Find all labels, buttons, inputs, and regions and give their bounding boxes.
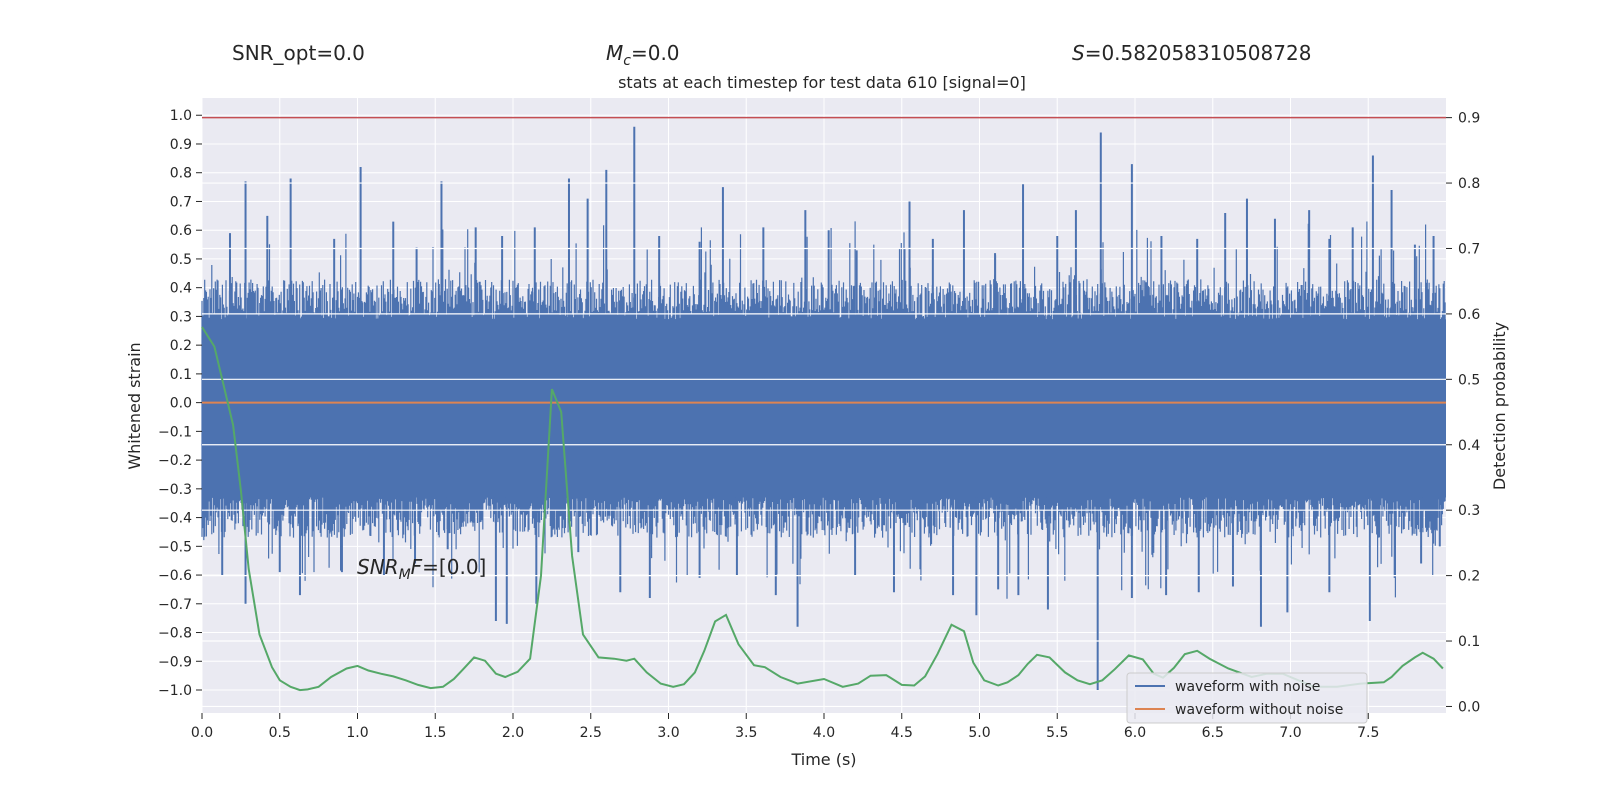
x-tick-label: 7.0: [1279, 725, 1301, 741]
chirp-mass-subscript: c: [623, 53, 631, 69]
left-tick-label: 0.2: [170, 338, 192, 354]
right-tick-label: 0.7: [1458, 241, 1480, 257]
snr-mf-annotation: SNRMF=[0.0]: [357, 555, 486, 583]
x-tick-label: 7.5: [1357, 725, 1379, 741]
legend-label-noise: waveform with noise: [1175, 679, 1320, 695]
x-tick-label: 6.5: [1202, 725, 1224, 741]
right-tick-label: 0.2: [1458, 569, 1480, 585]
left-axis-label: Whitened strain: [125, 342, 144, 469]
snr-mf-symbol-f: F: [411, 555, 423, 579]
chart-title: stats at each timestep for test data 610…: [618, 73, 1026, 92]
x-tick-label: 5.0: [968, 725, 990, 741]
right-tick-label: 0.0: [1458, 699, 1480, 715]
legend: waveform with noise waveform without noi…: [1126, 672, 1368, 724]
left-tick-label: 0.1: [170, 367, 192, 383]
x-tick-label: 1.0: [346, 725, 368, 741]
x-tick-label: 2.5: [580, 725, 602, 741]
left-tick-label: −1.0: [158, 683, 192, 699]
right-tick-label: 0.5: [1458, 372, 1480, 388]
chirp-mass-value: =0.0: [631, 41, 680, 65]
left-tick-label: 0.7: [170, 194, 192, 210]
snr-mf-symbol: SNR: [357, 555, 399, 579]
x-tick-label: 3.5: [735, 725, 757, 741]
chirp-mass-label: Mc=0.0: [606, 41, 680, 69]
right-tick-label: 0.4: [1458, 438, 1480, 454]
x-tick-label: 2.0: [502, 725, 524, 741]
right-tick-label: 0.9: [1458, 111, 1480, 127]
score-symbol: S: [1072, 41, 1085, 65]
x-tick-label: 0.0: [191, 725, 213, 741]
left-tick-label: 0.3: [170, 309, 192, 325]
noise-core: [202, 319, 1446, 498]
left-tick-label: −0.8: [158, 626, 192, 642]
left-tick-label: −0.7: [158, 597, 192, 613]
left-tick-label: −0.9: [158, 654, 192, 670]
legend-label-clean: waveform without noise: [1175, 702, 1343, 718]
right-tick-label: 0.3: [1458, 503, 1480, 519]
left-tick-label: 0.4: [170, 281, 192, 297]
snr-opt-label: SNR_opt=0.0: [232, 41, 365, 65]
left-tick-label: −0.5: [158, 539, 192, 555]
chirp-mass-symbol: M: [606, 41, 623, 65]
right-tick-label: 0.8: [1458, 176, 1480, 192]
x-tick-label: 4.5: [891, 725, 913, 741]
left-tick-label: −0.3: [158, 482, 192, 498]
snr-mf-value: =[0.0]: [422, 555, 486, 579]
x-tick-label: 6.0: [1124, 725, 1146, 741]
left-tick-label: −0.4: [158, 511, 192, 527]
left-tick-label: 1.0: [170, 108, 192, 124]
detection-probability-series: [201, 326, 1444, 692]
right-tick-label: 0.6: [1458, 307, 1480, 323]
x-tick-label: 3.0: [657, 725, 679, 741]
left-tick-label: 0.5: [170, 252, 192, 268]
right-tick-label: 0.1: [1458, 634, 1480, 650]
left-tick-label: 0.0: [170, 396, 192, 412]
score-label: S=0.582058310508728: [1072, 41, 1311, 65]
left-tick-label: −0.2: [158, 453, 192, 469]
left-tick-label: 0.9: [170, 137, 192, 153]
right-axis-label: Detection probability: [1490, 322, 1509, 490]
x-tick-label: 4.0: [813, 725, 835, 741]
x-axis-label: Time (s): [790, 750, 856, 769]
left-axis-ticks: 1.0 0.9 0.8 0.7 0.6 0.5 0.4 0.3 0.2 0.1 0.0 −0.1 −0.…: [158, 108, 202, 699]
detection-probability-line: [201, 326, 1444, 692]
x-tick-label: 1.5: [424, 725, 446, 741]
x-tick-label: 5.5: [1046, 725, 1068, 741]
left-tick-label: −0.1: [158, 424, 192, 440]
left-tick-label: −0.6: [158, 568, 192, 584]
left-tick-label: 0.8: [170, 166, 192, 182]
waveform-with-noise-series: [201, 126, 1446, 691]
right-axis-ticks: 0.9 0.8 0.7 0.6 0.5 0.4 0.3 0.2 0.1 0.0: [1446, 111, 1480, 715]
legend-box: [1126, 672, 1368, 724]
x-tick-label: 0.5: [269, 725, 291, 741]
score-value: =0.582058310508728: [1085, 41, 1312, 65]
x-axis-ticks: 0.0 0.5 1.0 1.5 2.0 2.5 3.0 3.5 4.0 4.5 5.0 5.5 6.0 6…: [191, 713, 1379, 741]
left-tick-label: 0.6: [170, 223, 192, 239]
snr-mf-subscript: M: [399, 567, 411, 583]
